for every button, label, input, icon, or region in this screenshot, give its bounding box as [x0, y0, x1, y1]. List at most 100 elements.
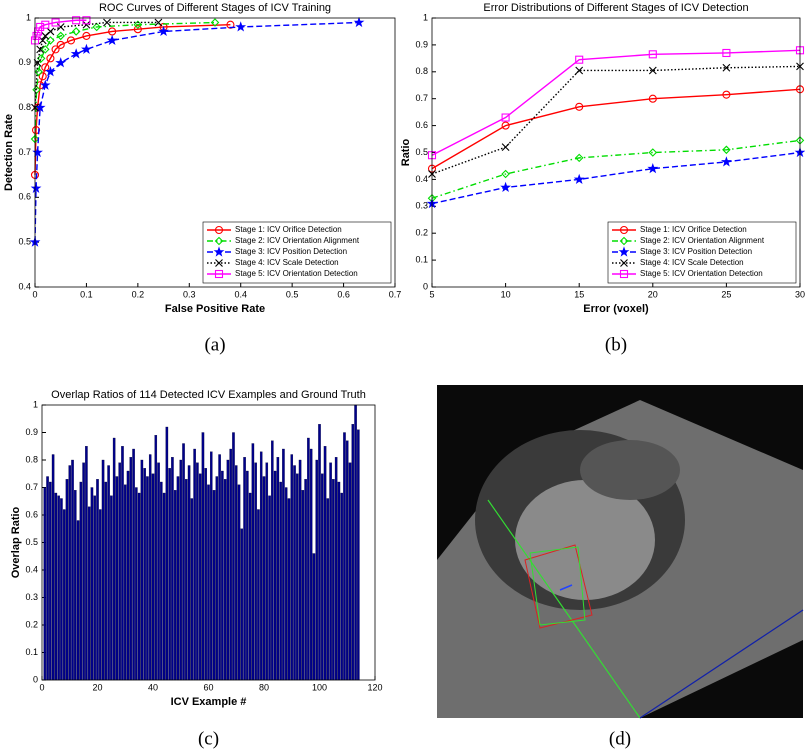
bar [279, 481, 282, 681]
bar [168, 468, 171, 681]
bar [104, 481, 108, 681]
bar [271, 440, 274, 681]
bar [176, 476, 180, 681]
legend-box [607, 221, 797, 284]
marker [500, 181, 511, 193]
bar [96, 479, 99, 681]
bar [326, 498, 330, 681]
plot-frame [431, 17, 801, 288]
bar [190, 498, 194, 681]
bar [254, 462, 257, 681]
green-box [529, 546, 586, 626]
marker [32, 31, 41, 40]
bar [276, 457, 280, 681]
x-tick-label: 0 [32, 289, 37, 299]
bar [232, 432, 235, 681]
y-tick-label: 0.2 [415, 228, 428, 238]
bar [90, 487, 94, 681]
marker [70, 48, 82, 59]
bar [93, 495, 96, 681]
x-tick-label: 0.4 [234, 289, 247, 299]
marker [71, 27, 81, 36]
marker [722, 48, 731, 58]
bar [268, 495, 271, 681]
bar [123, 484, 127, 681]
marker [133, 20, 143, 30]
y-tick-label: 0.6 [415, 120, 428, 130]
bar [321, 473, 324, 681]
bar [71, 459, 74, 681]
y-tick-label: 0.8 [18, 102, 31, 112]
marker [30, 182, 42, 193]
bar [49, 481, 52, 681]
legend-box [202, 221, 392, 284]
legend-label: Stage 2: ICV Orientation Alignment [235, 236, 360, 245]
marker [648, 66, 657, 75]
legend-label: Stage 2: ICV Orientation Alignment [640, 236, 765, 245]
bar [334, 457, 338, 681]
bar [304, 479, 307, 681]
marker [721, 156, 732, 167]
bar [121, 446, 124, 681]
marker [158, 25, 169, 37]
marker [41, 45, 50, 54]
marker [34, 101, 46, 113]
bar [265, 462, 269, 681]
marker [574, 153, 584, 163]
bar [343, 432, 346, 681]
marker [36, 22, 45, 32]
legend-marker [619, 225, 629, 235]
bar [137, 492, 141, 681]
marker [648, 94, 657, 103]
marker [51, 45, 60, 54]
marker [34, 67, 43, 77]
x-tick-label: 15 [574, 289, 584, 299]
bar [296, 473, 299, 681]
bar [182, 443, 185, 681]
legend-label: Stage 5: ICV Orientation Detection [235, 269, 358, 278]
x-tick-label: 20 [648, 289, 658, 299]
red-box [524, 544, 593, 629]
bar [101, 459, 105, 681]
bar [185, 479, 188, 681]
y-tick-label: 0 [423, 281, 428, 291]
y-tick-label: 1 [26, 12, 31, 22]
marker [648, 50, 657, 59]
x-tick-label: 0.5 [286, 289, 299, 299]
marker [235, 21, 247, 32]
bar [74, 490, 77, 681]
bar [198, 473, 202, 681]
marker [41, 63, 50, 72]
y-tick-label: 0.7 [415, 93, 428, 103]
bar [354, 404, 357, 681]
x-tick-label: 40 [148, 682, 158, 692]
bar [251, 443, 255, 681]
bar [246, 470, 249, 681]
y-tick-label: 0.4 [18, 281, 31, 291]
series-line [34, 21, 216, 140]
bar [135, 487, 138, 681]
legend-marker [214, 236, 224, 246]
series-line [431, 151, 801, 205]
caption: (c) [198, 728, 219, 749]
y-tick-label: 1 [33, 399, 38, 409]
plot-frame [41, 404, 376, 681]
bar [207, 484, 210, 681]
bar [221, 470, 224, 681]
bar [312, 553, 316, 681]
marker [46, 27, 55, 36]
marker [210, 18, 220, 27]
bar [87, 506, 91, 681]
caption: (a) [204, 334, 225, 355]
blue-line [639, 609, 804, 719]
bar [140, 459, 144, 681]
y-tick-label: 0.7 [18, 147, 31, 157]
x-tick-label: 10 [501, 289, 511, 299]
legend-label: Stage 1: ICV Orifice Detection [640, 225, 747, 234]
marker [92, 22, 101, 32]
bar [212, 490, 216, 681]
bar [68, 465, 72, 681]
marker [106, 34, 118, 46]
marker [501, 143, 510, 152]
chart-title: ROC Curves of Different Stages of ICV Tr… [99, 2, 331, 14]
